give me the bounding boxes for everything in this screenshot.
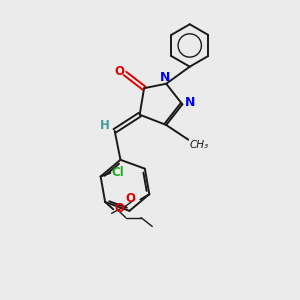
Text: Cl: Cl [112, 167, 124, 179]
Text: N: N [184, 96, 195, 110]
Text: O: O [125, 192, 135, 206]
Text: CH₃: CH₃ [190, 140, 209, 150]
Text: O: O [115, 65, 125, 79]
Text: N: N [160, 71, 170, 84]
Text: O: O [114, 202, 124, 215]
Text: H: H [100, 119, 110, 132]
